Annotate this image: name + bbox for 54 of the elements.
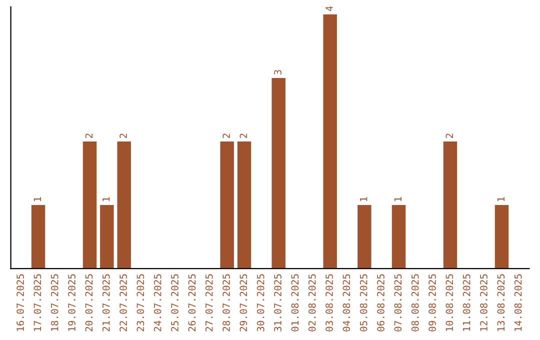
x-tick-label: 19.07.2025: [68, 274, 76, 331]
data-label: 3: [274, 70, 282, 75]
bar: [117, 142, 131, 269]
x-tick-label: 07.08.2025: [394, 274, 402, 332]
data-label: 2: [446, 134, 453, 138]
data-label: 2: [222, 134, 230, 138]
x-tick-label: 09.08.2025: [428, 274, 436, 332]
x-tick-label: 16.07.2025: [16, 274, 24, 331]
data-label: 2: [120, 134, 127, 138]
data-label: 1: [360, 197, 368, 202]
x-tick-label: 26.07.2025: [188, 274, 196, 332]
data-label: 1: [102, 197, 110, 202]
bar: [220, 142, 234, 269]
bar: [392, 205, 406, 269]
bar: [494, 205, 509, 269]
x-tick-label: 25.07.2025: [171, 274, 178, 332]
x-tick-label: 23.07.2025: [136, 274, 144, 332]
bar: [82, 142, 97, 269]
x-tick-label: 12.08.2025: [480, 274, 488, 331]
x-tick-label: 28.07.2025: [222, 274, 230, 332]
bar: [237, 142, 252, 269]
x-tick-label: 22.07.2025: [120, 274, 127, 332]
data-label: 2: [85, 134, 92, 138]
x-tick-label: 05.08.2025: [360, 274, 368, 332]
x-tick-label: 20.07.2025: [85, 274, 93, 332]
x-tick-label: 21.07.2025: [102, 274, 110, 332]
x-tick-label: 24.07.2025: [154, 274, 162, 332]
bar: [443, 142, 458, 269]
bar: [272, 78, 286, 269]
data-label: 1: [394, 197, 402, 202]
x-tick-label: 27.07.2025: [205, 274, 213, 332]
bar: [323, 14, 337, 269]
x-tick-label: 17.07.2025: [34, 274, 42, 331]
bar: [100, 205, 114, 269]
x-tick-label: 08.08.2025: [411, 274, 419, 332]
x-tick-label: 10.08.2025: [446, 274, 454, 331]
bar: [358, 205, 372, 269]
x-tick-label: 14.08.2025: [514, 274, 522, 331]
x-tick-label: 04.08.2025: [342, 274, 350, 332]
x-tick-label: 29.07.2025: [240, 274, 248, 332]
x-tick-label: 18.07.2025: [50, 274, 58, 331]
data-label: 1: [497, 197, 504, 202]
x-tick-label: 30.07.2025: [256, 274, 264, 332]
x-tick-label: 13.08.2025: [497, 274, 505, 331]
x-tick-label: 06.08.2025: [377, 274, 384, 332]
x-tick-label: 02.08.2025: [308, 274, 316, 332]
data-label: 1: [34, 197, 41, 202]
x-tick-label: 01.08.2025: [291, 274, 299, 332]
bar: [31, 205, 46, 269]
data-label: 4: [326, 6, 333, 12]
data-label: 2: [240, 134, 247, 138]
x-tick-label: 11.08.2025: [462, 274, 470, 331]
x-tick-label: 03.08.2025: [326, 274, 333, 332]
x-tick-label: 31.07.2025: [274, 274, 282, 332]
